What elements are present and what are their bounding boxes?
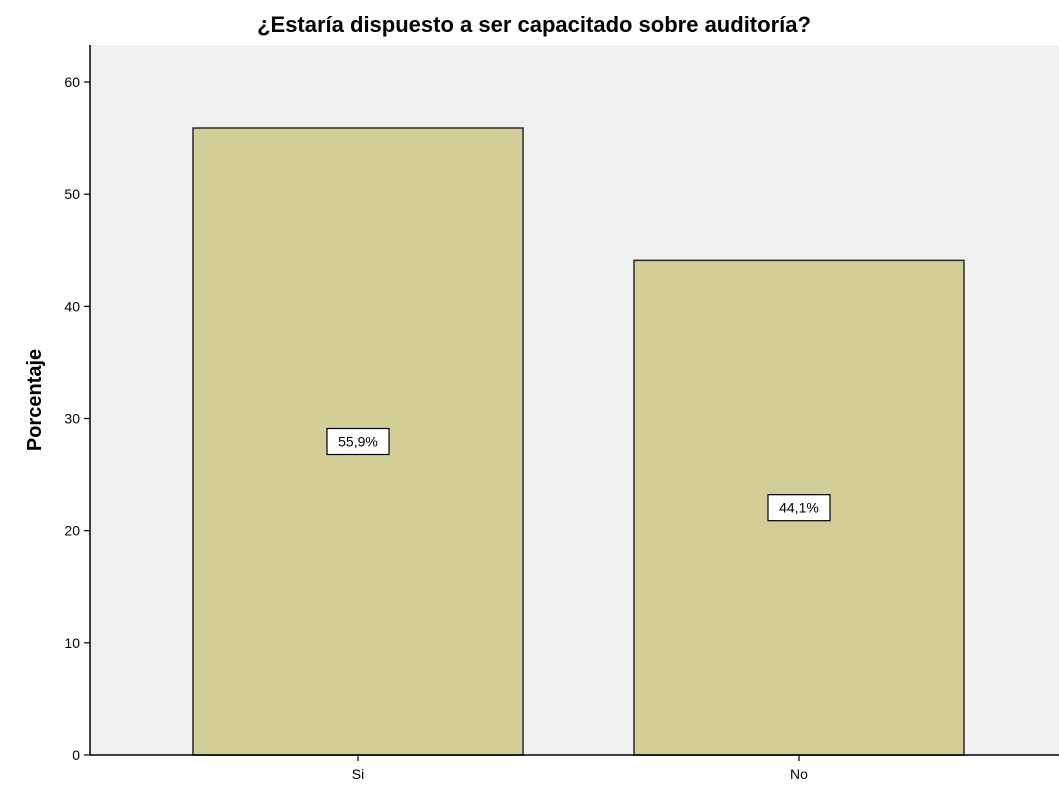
y-tick-label: 10 (64, 635, 80, 651)
data-label-text: 55,9% (338, 434, 378, 450)
y-tick-label: 60 (64, 74, 80, 90)
chart-title: ¿Estaría dispuesto a ser capacitado sobr… (257, 12, 811, 37)
data-label-text: 44,1% (779, 500, 819, 516)
data-label-box (326, 427, 390, 456)
y-tick-label: 50 (64, 186, 80, 202)
y-axis-label: Porcentaje (24, 349, 46, 451)
y-tick-label: 40 (64, 298, 80, 314)
x-tick-label: Si (352, 766, 364, 782)
axes-group: 0 10 20 30 40 50 60 Si No (64, 45, 1059, 782)
y-tick-label: 0 (72, 747, 80, 763)
data-label-box (767, 494, 831, 522)
x-tick-label: No (790, 766, 808, 782)
y-tick-label: 30 (64, 411, 80, 427)
data-label-si: 55,9% (326, 427, 390, 456)
data-label-no: 44,1% (767, 494, 831, 522)
y-tick-label: 20 (64, 523, 80, 539)
data-labels-group: 55,9% 44,1% (326, 427, 831, 522)
